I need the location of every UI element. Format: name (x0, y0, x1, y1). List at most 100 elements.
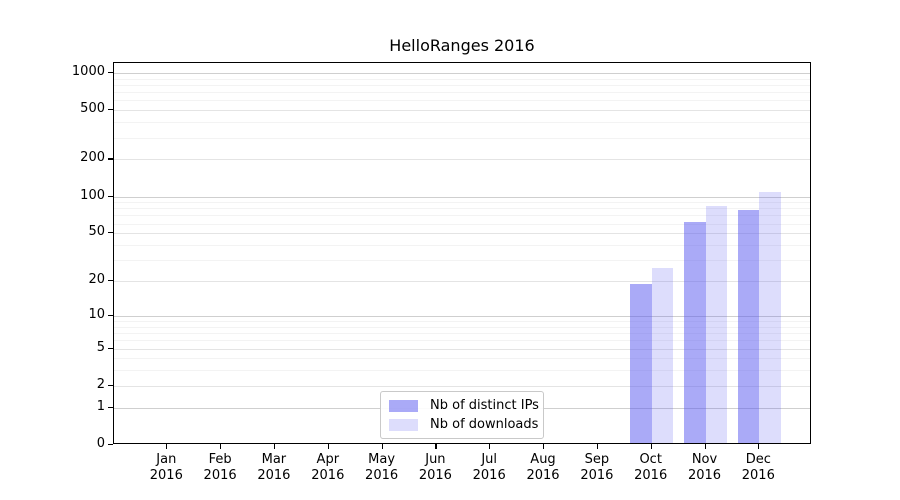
x-tick-year: 2016 (365, 468, 399, 483)
x-tick-mark (758, 444, 760, 449)
x-tick-mark (543, 444, 545, 449)
legend-swatch-downloads (389, 418, 418, 431)
bar-distinct-ips (737, 209, 760, 443)
x-tick-label: May 2016 (352, 452, 412, 484)
bar-distinct-ips (630, 284, 652, 443)
y-tick-label: 5 (96, 339, 105, 355)
bar-downloads (651, 267, 674, 443)
x-tick-mark (166, 444, 168, 449)
x-tick-mark (220, 444, 222, 449)
y-tick-label: 500 (80, 101, 105, 117)
x-tick-label: Mar 2016 (244, 452, 304, 484)
minor-gridline (114, 208, 810, 210)
x-tick-month: Jun (425, 452, 446, 467)
x-tick-label: Dec 2016 (728, 452, 788, 484)
x-tick-year: 2016 (526, 468, 560, 483)
y-tick-label: 1000 (71, 63, 105, 79)
x-tick-year: 2016 (741, 468, 775, 483)
major-gridline (114, 233, 810, 235)
chart-title: HelloRanges 2016 (389, 36, 535, 55)
y-tick-mark (108, 158, 113, 160)
legend-label-downloads: Nb of downloads (430, 417, 539, 432)
y-tick-label: 20 (88, 272, 105, 287)
major-gridline (114, 72, 810, 74)
minor-gridline (114, 370, 810, 372)
y-tick-label: 50 (88, 224, 105, 240)
major-gridline (114, 159, 810, 161)
legend-item-downloads: Nb of downloads (389, 417, 539, 432)
major-gridline (114, 196, 810, 198)
x-tick-year: 2016 (149, 468, 183, 483)
x-tick-mark (435, 444, 437, 449)
minor-gridline (114, 122, 810, 124)
x-tick-label: Jan 2016 (136, 452, 196, 484)
x-tick-label: Jul 2016 (459, 452, 519, 484)
y-tick-mark (108, 71, 113, 74)
x-tick-month: Apr (316, 452, 340, 467)
x-tick-year: 2016 (311, 468, 345, 483)
x-tick-year: 2016 (257, 468, 291, 483)
x-tick-year: 2016 (634, 468, 668, 483)
minor-gridline (114, 100, 810, 102)
x-tick-mark (381, 444, 383, 449)
major-gridline (114, 315, 810, 317)
x-tick-label: Apr 2016 (298, 452, 358, 484)
x-tick-label: Nov 2016 (675, 452, 735, 484)
y-tick-mark (108, 195, 113, 197)
x-tick-label: Feb 2016 (190, 452, 250, 484)
x-tick-month: Mar (261, 452, 287, 467)
minor-gridline (114, 223, 810, 225)
x-tick-mark (273, 444, 276, 449)
y-tick-mark (108, 384, 113, 386)
minor-gridline (114, 340, 810, 342)
y-tick-label: 1 (96, 398, 105, 414)
y-tick-mark (108, 347, 113, 349)
x-tick-month: Feb (208, 452, 232, 467)
y-tick-mark (108, 280, 113, 282)
y-tick-mark (108, 314, 113, 317)
legend-item-distinct-ips: Nb of distinct IPs (389, 398, 539, 413)
x-tick-month: May (368, 452, 396, 467)
x-tick-label: Sep 2016 (567, 452, 627, 484)
minor-gridline (114, 358, 810, 360)
bar-distinct-ips (684, 221, 706, 443)
x-tick-mark (489, 444, 491, 449)
plot-area (113, 62, 811, 444)
x-tick-year: 2016 (203, 468, 237, 483)
minor-gridline (114, 84, 810, 86)
legend: Nb of distinct IPs Nb of downloads (380, 391, 544, 439)
x-tick-month: Sep (584, 452, 610, 467)
legend-swatch-distinct-ips (389, 399, 418, 412)
x-tick-month: Nov (691, 452, 718, 467)
x-tick-year: 2016 (687, 468, 722, 483)
y-tick-label: 10 (88, 306, 105, 322)
minor-gridline (114, 333, 810, 334)
major-gridline (114, 110, 810, 112)
x-tick-mark (650, 444, 652, 449)
x-tick-label: Aug 2016 (513, 452, 573, 484)
minor-gridline (114, 92, 810, 94)
minor-gridline (114, 215, 810, 217)
y-tick-mark (108, 232, 113, 234)
minor-gridline (114, 245, 810, 246)
bar-downloads (759, 191, 781, 443)
minor-gridline (114, 321, 810, 322)
x-tick-month: Jul (481, 452, 498, 467)
minor-gridline (114, 202, 810, 204)
x-tick-label: Oct 2016 (621, 452, 681, 484)
minor-gridline (114, 260, 810, 262)
x-tick-month: Jan (156, 452, 177, 467)
x-tick-mark (704, 444, 706, 449)
major-gridline (114, 385, 810, 387)
y-tick-label: 100 (80, 187, 105, 203)
x-tick-year: 2016 (580, 468, 614, 483)
x-tick-month: Aug (530, 452, 556, 467)
major-gridline (114, 348, 810, 350)
minor-gridline (114, 326, 810, 328)
y-tick-label: 0 (96, 436, 105, 451)
x-tick-year: 2016 (418, 468, 452, 483)
y-tick-mark (108, 444, 113, 446)
x-tick-month: Dec (745, 452, 771, 467)
minor-gridline (114, 78, 810, 80)
